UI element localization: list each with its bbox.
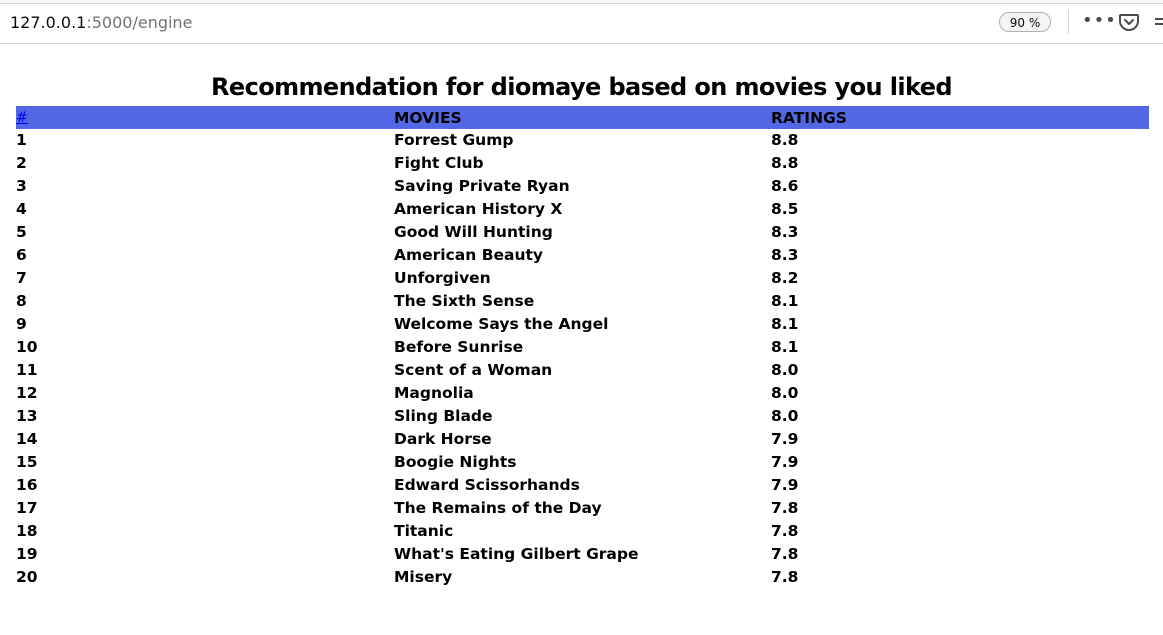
movie-cell: Forrest Gump	[394, 131, 514, 149]
table-row: 1 Forrest Gump 8.8	[16, 129, 1149, 152]
movie-cell: Titanic	[394, 522, 454, 540]
table-row: 19 What's Eating Gilbert Grape 7.8	[16, 543, 1149, 566]
rank-cell: 19	[16, 545, 38, 563]
table-row: 9 Welcome Says the Angel 8.1	[16, 313, 1149, 336]
rank-cell: 4	[16, 200, 27, 218]
toolbar-separator	[1068, 10, 1069, 34]
table-row: 12 Magnolia 8.0	[16, 382, 1149, 405]
movie-cell: Magnolia	[394, 384, 474, 402]
menu-edge-icon[interactable]	[1152, 11, 1163, 33]
more-icon[interactable]: •••	[1082, 10, 1117, 31]
movie-cell: Sling Blade	[394, 407, 493, 425]
rank-cell: 1	[16, 131, 27, 149]
rank-cell: 5	[16, 223, 27, 241]
table-row: 16 Edward Scissorhands 7.9	[16, 474, 1149, 497]
rank-cell: 7	[16, 269, 27, 287]
url-path: :5000/engine	[86, 13, 193, 32]
movie-cell: Welcome Says the Angel	[394, 315, 609, 333]
rating-cell: 8.0	[771, 384, 799, 402]
rating-cell: 8.0	[771, 407, 799, 425]
table-row: 2 Fight Club 8.8	[16, 152, 1149, 175]
rank-cell: 10	[16, 338, 38, 356]
rank-cell: 18	[16, 522, 38, 540]
rank-cell: 12	[16, 384, 38, 402]
pocket-icon[interactable]	[1118, 11, 1140, 33]
movie-cell: Before Sunrise	[394, 338, 524, 356]
rank-cell: 8	[16, 292, 27, 310]
table-row: 13 Sling Blade 8.0	[16, 405, 1149, 428]
rank-header-link[interactable]: #	[16, 110, 28, 126]
movie-cell: Good Will Hunting	[394, 223, 553, 241]
rank-cell: 16	[16, 476, 38, 494]
movie-cell: Unforgiven	[394, 269, 491, 287]
rank-cell: 17	[16, 499, 38, 517]
table-row: 10 Before Sunrise 8.1	[16, 336, 1149, 359]
table-row: 5 Good Will Hunting 8.3	[16, 221, 1149, 244]
movie-cell: Fight Club	[394, 154, 484, 172]
table-row: 6 American Beauty 8.3	[16, 244, 1149, 267]
column-header-movies: MOVIES	[394, 108, 462, 127]
rating-cell: 8.1	[771, 292, 799, 310]
rating-cell: 8.1	[771, 338, 799, 356]
table-body: 1 Forrest Gump 8.8 2 Fight Club 8.8 3 Saving …	[16, 129, 1149, 589]
movie-cell: Dark Horse	[394, 430, 492, 448]
rating-cell: 7.9	[771, 430, 799, 448]
rating-cell: 8.3	[771, 223, 799, 241]
rating-cell: 8.2	[771, 269, 799, 287]
rating-cell: 7.9	[771, 476, 799, 494]
table-row: 15 Boogie Nights 7.9	[16, 451, 1149, 474]
table-row: 17 The Remains of the Day 7.8	[16, 497, 1149, 520]
url-host: 127.0.0.1	[10, 13, 87, 32]
browser-tab-strip-edge	[0, 0, 1163, 4]
url-field[interactable]: 127.0.0.1:5000/engine	[10, 13, 192, 32]
table-row: 11 Scent of a Woman 8.0	[16, 359, 1149, 382]
rating-cell: 8.5	[771, 200, 799, 218]
table-row: 3 Saving Private Ryan 8.6	[16, 175, 1149, 198]
movie-cell: Edward Scissorhands	[394, 476, 580, 494]
movie-cell: The Sixth Sense	[394, 292, 535, 310]
rank-cell: 3	[16, 177, 27, 195]
rank-cell: 13	[16, 407, 38, 425]
rating-cell: 8.8	[771, 154, 799, 172]
recommendations-table: # MOVIES RATINGS 1 Forrest Gump 8.8 2 Fight…	[16, 106, 1149, 589]
rank-cell: 15	[16, 453, 38, 471]
rating-cell: 8.3	[771, 246, 799, 264]
movie-cell: American Beauty	[394, 246, 544, 264]
page-title: Recommendation for diomaye based on movi…	[211, 73, 953, 101]
rating-cell: 7.8	[771, 522, 799, 540]
column-header-rank: #	[16, 106, 394, 129]
table-row: 20 Misery 7.8	[16, 566, 1149, 589]
movie-cell: Boogie Nights	[394, 453, 517, 471]
table-header-row: # MOVIES RATINGS	[16, 106, 1149, 129]
rank-cell: 14	[16, 430, 38, 448]
movie-cell: Saving Private Ryan	[394, 177, 570, 195]
rating-cell: 7.8	[771, 545, 799, 563]
table-row: 7 Unforgiven 8.2	[16, 267, 1149, 290]
rating-cell: 8.1	[771, 315, 799, 333]
table-row: 4 American History X 8.5	[16, 198, 1149, 221]
rank-cell: 2	[16, 154, 27, 172]
table-row: 14 Dark Horse 7.9	[16, 428, 1149, 451]
rating-cell: 7.8	[771, 499, 799, 517]
movie-cell: The Remains of the Day	[394, 499, 602, 517]
rating-cell: 8.6	[771, 177, 799, 195]
column-header-ratings: RATINGS	[771, 108, 847, 127]
rating-cell: 7.9	[771, 453, 799, 471]
browser-url-bar: 127.0.0.1:5000/engine 90 % •••	[0, 0, 1163, 44]
movie-cell: What's Eating Gilbert Grape	[394, 545, 639, 563]
movie-cell: Misery	[394, 568, 453, 586]
table-row: 18 Titanic 7.8	[16, 520, 1149, 543]
zoom-level-badge[interactable]: 90 %	[999, 12, 1051, 32]
rank-cell: 20	[16, 568, 38, 586]
movie-cell: American History X	[394, 200, 563, 218]
rating-cell: 7.8	[771, 568, 799, 586]
rank-cell: 11	[16, 361, 38, 379]
rank-cell: 9	[16, 315, 27, 333]
table-row: 8 The Sixth Sense 8.1	[16, 290, 1149, 313]
movie-cell: Scent of a Woman	[394, 361, 553, 379]
rank-cell: 6	[16, 246, 27, 264]
rating-cell: 8.0	[771, 361, 799, 379]
rating-cell: 8.8	[771, 131, 799, 149]
